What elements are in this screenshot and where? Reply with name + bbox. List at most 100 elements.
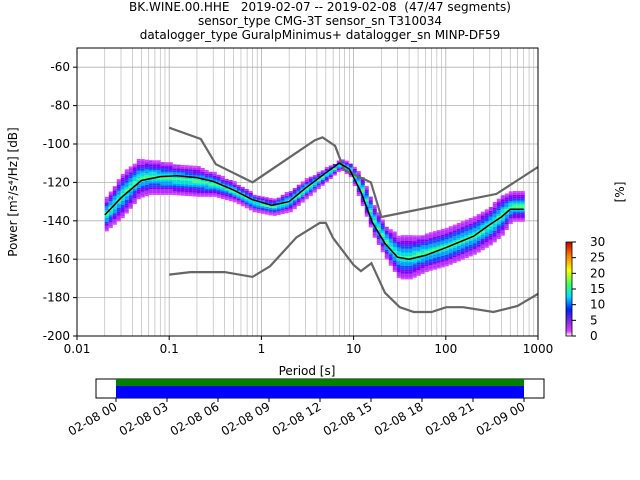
heatmap-cell xyxy=(380,221,385,224)
heatmap-cell xyxy=(260,198,265,201)
heatmap-cell xyxy=(496,213,501,216)
heatmap-cell xyxy=(168,167,173,170)
heatmap-cell xyxy=(476,221,481,224)
timeline-tick-label: 02-08 12 xyxy=(270,399,324,438)
heatmap-cell xyxy=(340,159,345,162)
heatmap-cell xyxy=(204,175,209,178)
heatmap-cell xyxy=(184,165,189,168)
heatmap-cell xyxy=(372,231,377,234)
heatmap-cell xyxy=(360,188,365,191)
heatmap-cell xyxy=(468,244,473,247)
heatmap-cell xyxy=(172,175,177,178)
heatmap-cell xyxy=(304,195,309,198)
heatmap-cell xyxy=(488,216,493,219)
heatmap-cell xyxy=(224,192,229,195)
heatmap-cell xyxy=(392,233,397,236)
heatmap-cell xyxy=(376,227,381,230)
heatmap-cell xyxy=(228,183,233,186)
heatmap-cell xyxy=(188,178,193,181)
heatmap-cell xyxy=(384,255,389,258)
heatmap-cell xyxy=(368,223,373,226)
heatmap-cell xyxy=(144,169,149,172)
heatmap-cell xyxy=(408,267,413,270)
heatmap-cell xyxy=(476,215,481,218)
heatmap-cell xyxy=(520,210,525,213)
x-tick-label: 0.1 xyxy=(160,342,179,356)
heatmap-cell xyxy=(456,253,461,256)
heatmap-cell xyxy=(364,201,369,204)
heatmap-cell xyxy=(308,180,313,183)
heatmap-cell xyxy=(172,185,177,188)
heatmap-cell xyxy=(120,214,125,217)
heatmap-cell xyxy=(420,248,425,251)
heatmap-cell xyxy=(472,231,477,234)
heatmap-cell xyxy=(132,194,137,197)
heatmap-cell xyxy=(180,193,185,196)
heatmap-cell xyxy=(144,186,149,189)
heatmap-cell xyxy=(120,210,125,213)
heatmap-cell xyxy=(336,166,341,169)
heatmap-cell xyxy=(372,214,377,217)
heatmap-cell xyxy=(224,178,229,181)
heatmap-cell xyxy=(240,202,245,205)
heatmap-cell xyxy=(436,231,441,234)
heatmap-cell xyxy=(172,164,177,167)
heatmap-cell xyxy=(472,237,477,240)
heatmap-cell xyxy=(312,175,317,178)
heatmap-cell xyxy=(368,221,373,224)
heatmap-cell xyxy=(424,239,429,242)
heatmap-cell xyxy=(512,214,517,217)
heatmap-cell xyxy=(512,217,517,220)
heatmap-cell xyxy=(388,254,393,257)
heatmap-cell xyxy=(304,178,309,181)
heatmap-cell xyxy=(464,242,469,245)
heatmap-cell xyxy=(516,200,521,203)
timeline-bar xyxy=(116,379,524,386)
heatmap-cell xyxy=(516,204,521,207)
heatmap-cell xyxy=(448,233,453,236)
heatmap-cell xyxy=(264,201,269,204)
heatmap-cell xyxy=(112,211,117,214)
heatmap-cell xyxy=(496,204,501,207)
heatmap-cell xyxy=(104,198,109,201)
heatmap-cell xyxy=(228,180,233,183)
heatmap-cell xyxy=(248,196,253,199)
heatmap-cell xyxy=(432,259,437,262)
heatmap-cell xyxy=(392,269,397,272)
heatmap-cell xyxy=(112,190,117,193)
heatmap-cell xyxy=(224,180,229,183)
heatmap-cell xyxy=(212,187,217,190)
heatmap-cell xyxy=(108,210,113,213)
heatmap-cell xyxy=(500,212,505,215)
heatmap-cell xyxy=(192,167,197,170)
heatmap-cell xyxy=(112,186,117,189)
heatmap-cell xyxy=(212,179,217,182)
heatmap-cell xyxy=(456,226,461,229)
heatmap-cell xyxy=(368,219,373,222)
heatmap-cell xyxy=(208,187,213,190)
heatmap-cell xyxy=(436,251,441,254)
heatmap-cell xyxy=(164,191,169,193)
heatmap-cell xyxy=(124,207,129,210)
heatmap-cell xyxy=(148,164,153,167)
heatmap-cell xyxy=(456,244,461,247)
heatmap-cell xyxy=(412,250,417,253)
heatmap-cell xyxy=(464,229,469,232)
heatmap-cell xyxy=(372,233,377,236)
heatmap-cell xyxy=(124,209,129,212)
heatmap-cell xyxy=(104,219,109,222)
heatmap-cell xyxy=(104,217,109,220)
heatmap-cell xyxy=(504,195,509,198)
heatmap-cell xyxy=(420,269,425,272)
heatmap-cell xyxy=(216,178,221,181)
heatmap-cell xyxy=(496,231,501,234)
heatmap-cell xyxy=(288,206,293,209)
heatmap-cell xyxy=(192,165,197,168)
heatmap-cell xyxy=(308,184,313,187)
heatmap-cell xyxy=(364,203,369,206)
heatmap-cell xyxy=(512,219,517,222)
heatmap-cell xyxy=(476,250,481,253)
heatmap-cell xyxy=(436,233,441,236)
heatmap-cell xyxy=(244,202,249,205)
heatmap-cell xyxy=(516,219,521,222)
